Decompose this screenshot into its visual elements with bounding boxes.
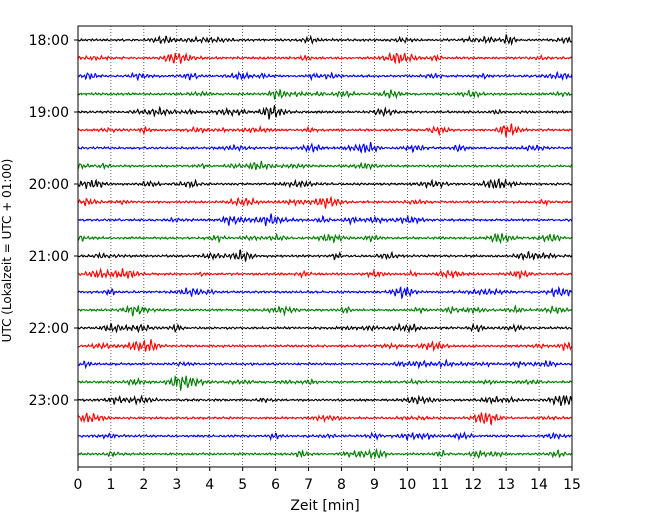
x-tick-label: 2 [139,477,148,493]
x-tick-label: 3 [172,477,181,493]
x-tick-label: 14 [530,477,548,493]
seismogram-trace [77,88,573,100]
x-tick-label: 13 [497,477,515,493]
seismogram-trace [77,412,573,426]
seismogram-trace [77,213,573,227]
seismogram-trace [77,394,573,407]
seismogram-trace [77,447,573,460]
seismogram-trace [77,160,573,171]
seismogram-trace [77,141,573,154]
y-axis: 18:00 19:00 20:00 21:00 22:00 23:00 [29,33,78,409]
x-tick-label: 12 [464,477,482,493]
x-tick-label: 11 [431,477,449,493]
x-tick-label: 15 [563,477,581,493]
seismogram-trace [77,123,573,138]
seismogram-trace [77,358,573,370]
y-tick-label: 21:00 [29,249,69,265]
seismogram-trace [77,178,573,190]
plot-frame [77,25,573,468]
x-tick-label: 8 [337,477,346,493]
x-tick-label: 0 [74,477,83,493]
seismogram-trace [77,105,573,120]
seismogram-trace [77,285,573,300]
seismogram-trace [77,267,573,280]
x-tick-label: 7 [304,477,313,493]
x-tick-label: 4 [205,477,214,493]
seismogram-trace [77,70,573,82]
x-axis-title: Zeit [min] [290,498,359,514]
seismogram-trace [77,232,573,245]
y-axis-title: UTC (Lokalzeit = UTC + 01:00) [0,159,14,343]
seismogram-trace [77,249,573,263]
seismogram-trace [77,374,573,391]
x-tick-label: 9 [370,477,379,493]
y-tick-label: 18:00 [29,33,69,49]
x-tick-label: 10 [398,477,416,493]
seismogram-trace [77,304,573,317]
y-tick-label: 20:00 [29,177,69,193]
traces [77,34,573,460]
seismogram-trace [77,51,573,65]
x-axis: 0 1 2 3 4 5 6 7 8 9 10 11 12 13 14 15 [74,467,581,493]
seismogram-trace [77,339,573,353]
x-tick-label: 6 [271,477,280,493]
x-tick-label: 1 [106,477,115,493]
seismogram-trace [77,34,573,47]
x-tick-label: 5 [238,477,247,493]
seismogram-trace [77,322,573,334]
y-tick-label: 22:00 [29,321,69,337]
y-tick-label: 23:00 [29,393,69,409]
seismogram-trace [77,195,573,209]
seismogram-trace [77,431,573,442]
y-tick-label: 19:00 [29,105,69,121]
